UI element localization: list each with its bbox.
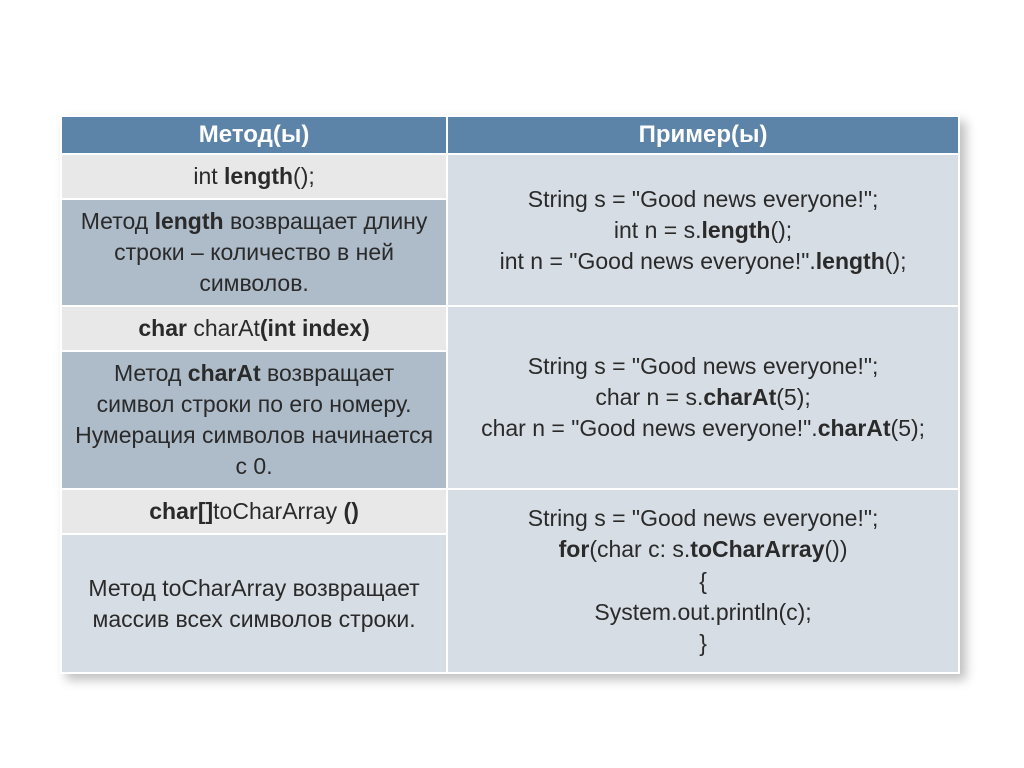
header-method: Метод(ы) xyxy=(61,116,447,154)
code-bold: for xyxy=(559,536,590,562)
code-bold: toCharArray xyxy=(690,536,824,562)
code-line: (5); xyxy=(891,415,926,441)
code-line: (char c: s. xyxy=(589,536,690,562)
sig-bold: length xyxy=(224,163,293,189)
code-line: System.out.println(c); xyxy=(594,599,811,625)
method-signature: char[]toCharArray () xyxy=(61,489,447,534)
sig-text: charAt xyxy=(193,315,259,341)
method-description: Метод length возвращает длину строки – к… xyxy=(61,199,447,306)
code-line: String s = "Good news everyone!"; xyxy=(528,353,879,379)
table-row: int length(); String s = "Good news ever… xyxy=(61,154,959,199)
example-cell: String s = "Good news everyone!"; int n … xyxy=(447,154,959,306)
desc-bold: charAt xyxy=(188,360,261,386)
method-signature: int length(); xyxy=(61,154,447,199)
method-signature: char charAt(int index) xyxy=(61,306,447,351)
method-description: Метод toCharArray возвращает массив всех… xyxy=(61,534,447,672)
desc-text: Метод xyxy=(81,208,155,234)
table-header-row: Метод(ы) Пример(ы) xyxy=(61,116,959,154)
code-bold: charAt xyxy=(818,415,891,441)
code-line: int n = "Good news everyone!". xyxy=(500,248,816,274)
method-description: Метод charAt возвращает символ строки по… xyxy=(61,351,447,489)
code-bold: charAt xyxy=(703,384,776,410)
sig-bold: char[] xyxy=(149,498,213,524)
sig-bold: char xyxy=(138,315,193,341)
code-line: (); xyxy=(770,217,792,243)
code-line: int n = s. xyxy=(614,217,702,243)
code-line: (); xyxy=(885,248,907,274)
desc-text: Метод toCharArray возвращает массив всех… xyxy=(88,575,419,632)
table-row: char[]toCharArray () String s = "Good ne… xyxy=(61,489,959,534)
code-bold: length xyxy=(701,217,770,243)
code-line: char n = s. xyxy=(595,384,703,410)
code-line: String s = "Good news everyone!"; xyxy=(528,505,879,531)
sig-text: (); xyxy=(293,163,315,189)
desc-bold: length xyxy=(155,208,224,234)
code-line: ()) xyxy=(825,536,848,562)
code-line: } xyxy=(699,630,707,656)
desc-text: Метод xyxy=(114,360,188,386)
example-cell: String s = "Good news everyone!"; for(ch… xyxy=(447,489,959,672)
methods-table-wrap: Метод(ы) Пример(ы) int length(); String … xyxy=(60,115,960,674)
code-line: { xyxy=(699,568,707,594)
code-bold: length xyxy=(816,248,885,274)
sig-text: toCharArray xyxy=(213,498,343,524)
table-row: char charAt(int index) String s = "Good … xyxy=(61,306,959,351)
sig-bold: () xyxy=(344,498,359,524)
sig-text: int xyxy=(193,163,224,189)
example-cell: String s = "Good news everyone!"; char n… xyxy=(447,306,959,489)
methods-table: Метод(ы) Пример(ы) int length(); String … xyxy=(60,115,960,674)
code-line: (5); xyxy=(776,384,811,410)
sig-bold: (int index) xyxy=(260,315,370,341)
header-example: Пример(ы) xyxy=(447,116,959,154)
code-line: char n = "Good news everyone!". xyxy=(481,415,818,441)
code-line: String s = "Good news everyone!"; xyxy=(528,186,879,212)
